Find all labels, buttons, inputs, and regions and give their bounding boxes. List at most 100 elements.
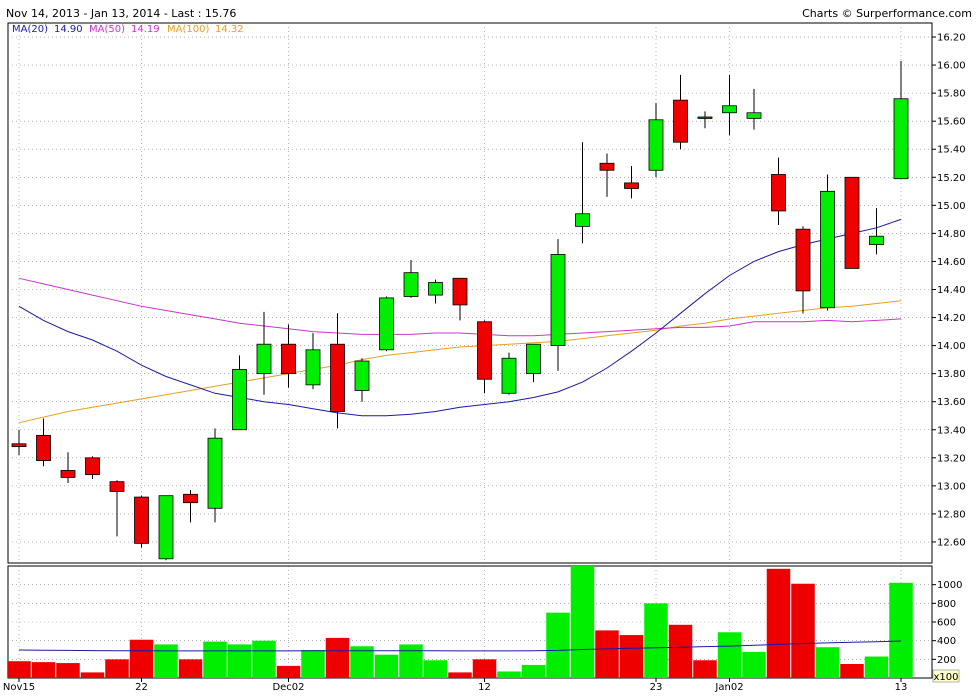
- volume-bar: [889, 582, 913, 678]
- candle-up: [158, 495, 174, 560]
- volume-bar: [105, 659, 129, 678]
- price-tick-label: 14.60: [937, 257, 966, 268]
- brand-text: Charts © Surperformance.com: [802, 7, 972, 20]
- date-tick-label: 22: [135, 682, 148, 693]
- volume-tick-label: 200: [937, 655, 956, 666]
- price-tick-label: 16.20: [937, 33, 966, 44]
- volume-average-polyline: [18, 640, 902, 652]
- volume-bar: [766, 568, 791, 678]
- price-tick-label: 16.00: [937, 61, 966, 72]
- volume-tick-label: 400: [937, 636, 956, 647]
- candle-down: [599, 162, 615, 171]
- price-tick-label: 12.60: [937, 537, 966, 548]
- volume-bar: [374, 654, 399, 678]
- candle-up: [207, 437, 223, 509]
- volume-bar: [840, 664, 864, 678]
- volume-tick-label: 600: [937, 618, 956, 629]
- volume-average-line: [18, 640, 902, 652]
- candle-down: [844, 176, 860, 269]
- volume-bar: [815, 647, 840, 678]
- volume-bar: [521, 664, 546, 678]
- ma100-value: 14.32: [215, 24, 244, 35]
- candle-down: [281, 343, 296, 375]
- date-tick-label: 12: [478, 682, 491, 693]
- volume-bar: [472, 659, 497, 678]
- ma50-value: 14.19: [131, 24, 160, 35]
- candle-up: [354, 360, 370, 391]
- ma20-label: MA(20): [12, 24, 48, 35]
- volume-bar: [448, 672, 472, 678]
- candle-down: [134, 496, 149, 544]
- volume-bar: [301, 650, 325, 678]
- price-tick-label: 13.00: [937, 481, 966, 492]
- date-tick-label: Nov15: [3, 682, 35, 693]
- volume-bar: [31, 662, 56, 678]
- candle-up: [305, 349, 321, 386]
- moving-average-lines: [18, 218, 902, 424]
- candle-up: [403, 272, 419, 297]
- candle-up: [550, 254, 566, 346]
- ma100-line: [18, 300, 902, 424]
- candle-down: [36, 434, 51, 462]
- volume-bar: [203, 641, 227, 678]
- candle-down: [477, 321, 492, 380]
- candle-up: [428, 282, 443, 296]
- volume-tick-label: 800: [937, 599, 956, 610]
- volume-bar: [56, 663, 80, 678]
- price-tick-label: 14.00: [937, 341, 966, 352]
- price-tick-label: 14.20: [937, 313, 966, 324]
- date-tick-label: Dec02: [272, 682, 304, 693]
- candle-down: [697, 116, 713, 119]
- candle-up: [256, 343, 272, 375]
- candle-down: [11, 443, 27, 447]
- date-tick-label: Jan02: [714, 682, 743, 693]
- volume-unit-label: x100: [933, 672, 958, 683]
- volume-bar: [423, 660, 448, 678]
- candlestick-series: [11, 60, 909, 561]
- candle-up: [893, 98, 909, 180]
- candle-down: [795, 228, 811, 292]
- candle-down: [771, 174, 786, 212]
- price-tick-label: 13.80: [937, 369, 966, 380]
- candle-down: [60, 470, 76, 478]
- volume-bar: [178, 659, 203, 678]
- volume-bar: [619, 635, 644, 678]
- price-tick-label: 12.80: [937, 509, 966, 520]
- volume-bar: [7, 661, 31, 678]
- volume-bar: [325, 637, 350, 678]
- price-tick-label: 15.20: [937, 173, 966, 184]
- ma50-line: [18, 277, 902, 337]
- candle-down: [624, 182, 639, 189]
- price-tick-label: 13.20: [937, 453, 966, 464]
- volume-bar: [546, 612, 570, 678]
- volume-bar: [399, 644, 423, 678]
- chart-range-text: Nov 14, 2013 - Jan 13, 2014 - Last : 15.…: [6, 7, 236, 20]
- volume-axis: 200 400 600 800 1000: [932, 580, 962, 666]
- volume-bar: [864, 656, 889, 678]
- volume-unit-box: [932, 669, 960, 683]
- price-tick-label: 13.40: [937, 425, 966, 436]
- volume-bar: [276, 665, 301, 678]
- volume-tick-label: 1000: [937, 580, 962, 591]
- candle-up: [232, 369, 247, 431]
- candle-up: [722, 105, 737, 114]
- ma20-value: 14.90: [54, 24, 83, 35]
- price-tick-label: 15.40: [937, 145, 966, 156]
- volume-bar: [80, 672, 105, 678]
- date-axis: Nov15 22 Dec02 12 23 Jan02 13: [3, 678, 907, 693]
- volume-bar: [717, 632, 742, 678]
- volume-bar: [668, 624, 693, 678]
- candle-up: [648, 119, 664, 171]
- volume-bar: [742, 651, 766, 678]
- price-panel-frame: [7, 22, 933, 564]
- candle-down: [673, 99, 688, 143]
- price-axis: 12.60 12.80 13.00 13.20 13.40 13.60 13.80 14.00…: [932, 33, 966, 548]
- date-tick-label: 23: [650, 682, 663, 693]
- candle-up: [379, 297, 394, 351]
- volume-bar: [350, 646, 374, 678]
- candle-up: [820, 190, 835, 309]
- price-tick-label: 15.80: [937, 89, 966, 100]
- volume-bar: [791, 583, 815, 678]
- price-tick-label: 14.40: [937, 285, 966, 296]
